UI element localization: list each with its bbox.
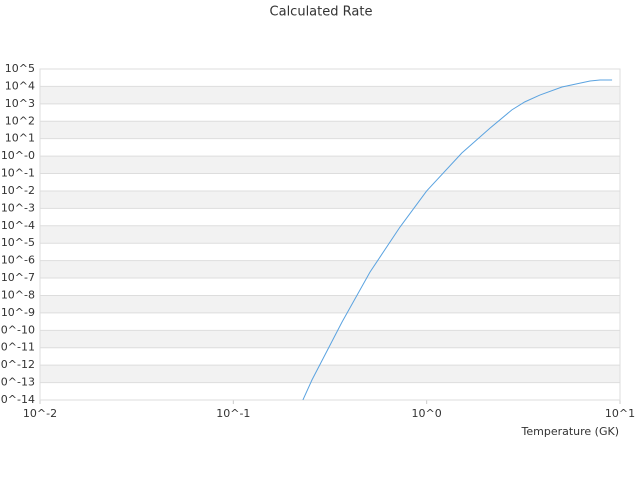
y-tick-label: 10^3 (5, 97, 35, 110)
y-tick-label: 10^-5 (1, 236, 35, 249)
y-tick-label: 10^-13 (0, 376, 35, 389)
labels: 10^5 10^4 10^3 10^2 10^1 10^-0 10^-1 10^-2 10^-3… (0, 62, 635, 420)
grid-band (40, 121, 620, 139)
y-tick-label: 10^-6 (1, 254, 35, 267)
x-tick-label: 10^1 (605, 407, 635, 420)
grid-band (40, 330, 620, 348)
grid-band (40, 365, 620, 383)
y-tick-label: 10^-7 (1, 271, 35, 284)
y-tick-label: 10^-14 (0, 393, 35, 406)
grid-band (40, 156, 620, 174)
plot-frame (39, 68, 621, 401)
y-tick-label: 10^-0 (1, 149, 35, 162)
grid-band (40, 225, 620, 244)
y-tick-label: 10^5 (5, 62, 35, 75)
data-line (302, 79, 613, 400)
grid-band (40, 190, 620, 209)
y-tick-label: 10^-2 (1, 184, 35, 197)
chart-title: Calculated Rate (270, 5, 373, 20)
y-tick-label: 10^-9 (1, 306, 35, 319)
grid-band (40, 86, 620, 104)
x-axis-label: Temperature (GK) (521, 425, 620, 438)
x-tick-label: 10^-2 (23, 407, 57, 420)
y-tick-label: 10^-1 (1, 167, 35, 180)
y-tick-label: 10^-4 (1, 219, 35, 232)
y-tick-label: 10^-10 (0, 323, 35, 336)
y-tick-label: 10^2 (5, 114, 35, 127)
y-tick-label: 10^-3 (1, 201, 35, 214)
grid-band (40, 295, 620, 313)
y-tick-label: 10^-8 (1, 288, 35, 301)
grid-bands (40, 86, 620, 383)
x-tick-label: 10^-1 (216, 407, 250, 420)
x-tick-label: 10^0 (412, 407, 442, 420)
grid-band (40, 260, 620, 279)
plot-lines (302, 79, 613, 400)
y-tick-label: 10^1 (5, 132, 35, 145)
grid (39, 68, 621, 404)
y-tick-label: 10^-11 (0, 341, 35, 354)
y-tick-label: 10^4 (5, 79, 35, 92)
y-tick-label: 10^-12 (0, 358, 35, 371)
